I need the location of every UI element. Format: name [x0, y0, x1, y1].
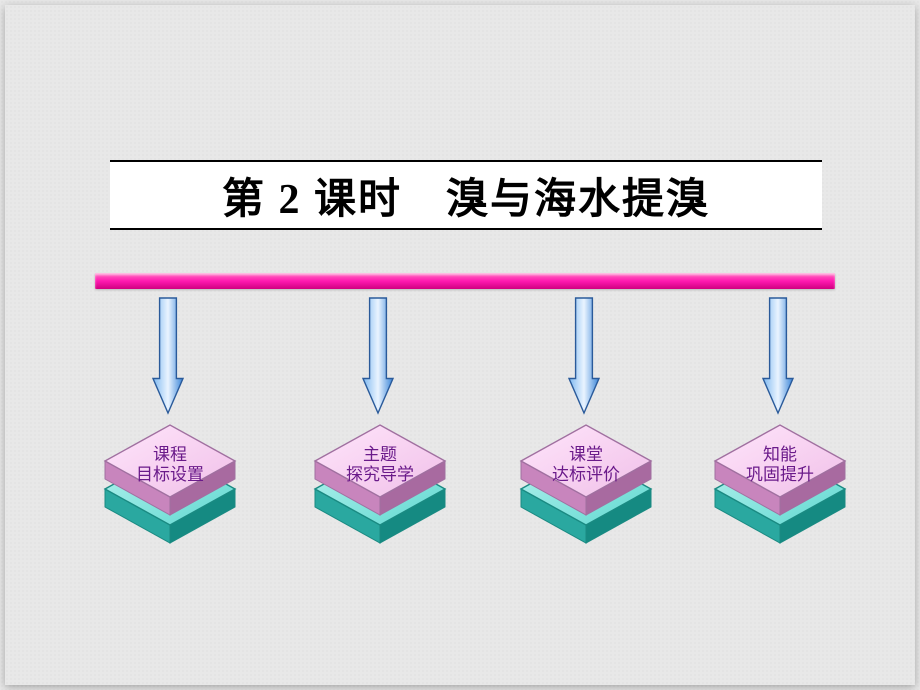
slide: 第 2 课时 溴与海水提溴	[5, 5, 915, 685]
nav-node[interactable]: 课堂达标评价	[521, 423, 651, 553]
arrow-down-icon	[566, 295, 602, 421]
arrow-down-icon	[760, 295, 796, 421]
nav-node[interactable]: 主题探究导学	[315, 423, 445, 553]
nodes-row: 课程目标设置	[5, 423, 915, 563]
title-container: 第 2 课时 溴与海水提溴	[110, 160, 822, 230]
page-title: 第 2 课时 溴与海水提溴	[222, 165, 710, 226]
arrows-row	[5, 289, 915, 439]
horizontal-bar	[95, 273, 835, 289]
arrow-down-icon	[150, 295, 186, 421]
arrow-down-icon	[360, 295, 396, 421]
nav-node[interactable]: 课程目标设置	[105, 423, 235, 553]
nav-node[interactable]: 知能巩固提升	[715, 423, 845, 553]
